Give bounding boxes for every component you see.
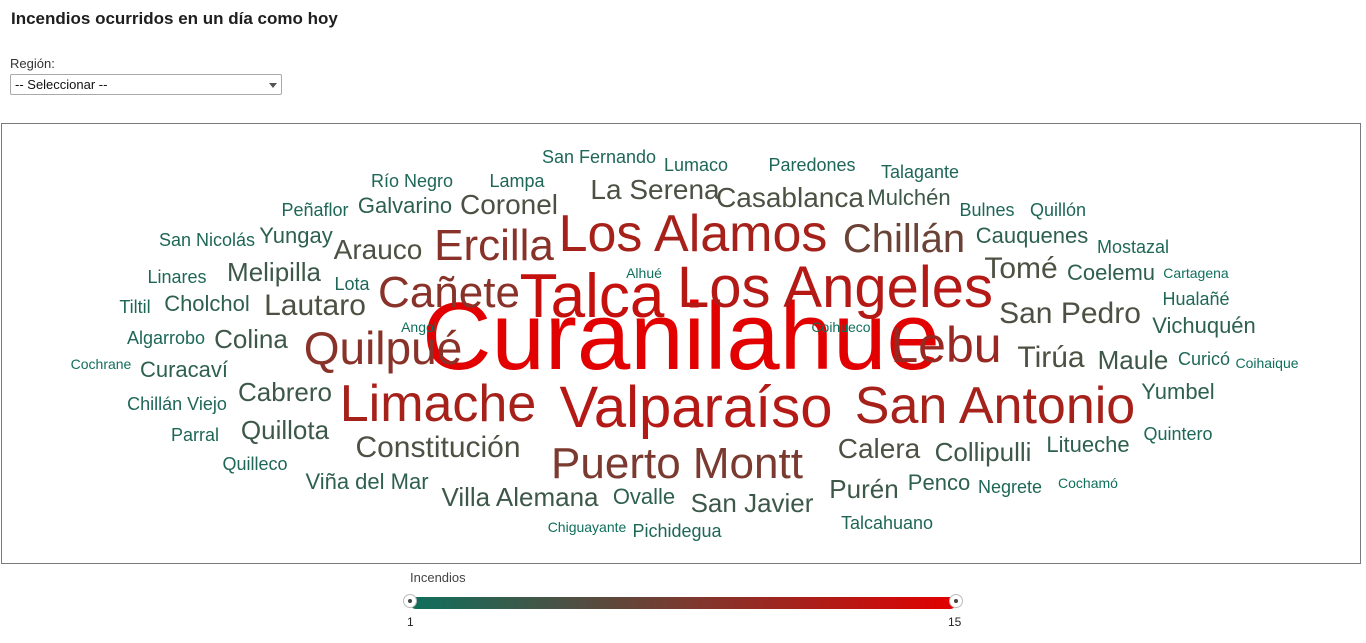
word-melipilla[interactable]: Melipilla <box>227 257 321 287</box>
word-lota[interactable]: Lota <box>334 274 370 294</box>
region-select-value: -- Seleccionar -- <box>15 77 108 92</box>
word-san-antonio[interactable]: San Antonio <box>855 377 1135 435</box>
word-limache[interactable]: Limache <box>340 375 537 433</box>
word-hualañé[interactable]: Hualañé <box>1162 289 1229 309</box>
word-penco[interactable]: Penco <box>908 470 970 495</box>
word-los-angeles[interactable]: Los Angeles <box>677 255 993 320</box>
word-la-serena[interactable]: La Serena <box>590 174 720 205</box>
word-maule[interactable]: Maule <box>1098 345 1169 375</box>
word-collipulli[interactable]: Collipulli <box>935 437 1032 467</box>
word-cartagena[interactable]: Cartagena <box>1163 265 1229 281</box>
region-select[interactable]: -- Seleccionar -- <box>10 74 282 95</box>
word-curicó[interactable]: Curicó <box>1178 349 1230 369</box>
word-río-negro[interactable]: Río Negro <box>371 171 453 191</box>
word-paredones[interactable]: Paredones <box>768 155 855 175</box>
word-cañete[interactable]: Cañete <box>378 268 520 317</box>
word-coihaique[interactable]: Coihaique <box>1235 355 1298 371</box>
word-coihueco[interactable]: Coihueco <box>811 319 870 335</box>
word-lumaco[interactable]: Lumaco <box>664 155 728 175</box>
word-san-javier[interactable]: San Javier <box>691 488 814 518</box>
word-linares[interactable]: Linares <box>147 267 206 287</box>
word-constitución[interactable]: Constitución <box>355 431 520 464</box>
word-cauquenes[interactable]: Cauquenes <box>976 223 1089 248</box>
word-chiguayante[interactable]: Chiguayante <box>548 519 627 535</box>
word-lebu[interactable]: Lebu <box>890 317 1001 373</box>
legend-min-label: 1 <box>407 615 414 629</box>
legend-max-handle[interactable] <box>949 594 963 608</box>
word-coronel[interactable]: Coronel <box>460 189 558 220</box>
word-galvarino[interactable]: Galvarino <box>358 193 452 218</box>
word-bulnes[interactable]: Bulnes <box>959 200 1014 220</box>
word-ovalle[interactable]: Ovalle <box>613 484 675 509</box>
word-calera[interactable]: Calera <box>838 433 921 464</box>
word-cochrane[interactable]: Cochrane <box>71 356 132 372</box>
word-talcahuano[interactable]: Talcahuano <box>841 513 933 533</box>
word-quilleco[interactable]: Quilleco <box>222 454 287 474</box>
legend-max-label: 15 <box>948 615 962 629</box>
word-parral[interactable]: Parral <box>171 425 219 445</box>
word-curanilahue[interactable]: Curanilahue <box>422 283 940 390</box>
word-cochamó[interactable]: Cochamó <box>1058 475 1118 491</box>
word-negrete[interactable]: Negrete <box>978 477 1042 497</box>
word-cholchol[interactable]: Cholchol <box>164 291 250 316</box>
word-villa-alemana[interactable]: Villa Alemana <box>441 482 599 512</box>
word-lampa[interactable]: Lampa <box>489 171 545 191</box>
word-talca[interactable]: Talca <box>520 262 665 331</box>
word-tiltil[interactable]: Tiltil <box>119 297 150 317</box>
word-los-alamos[interactable]: Los Alamos <box>559 205 828 263</box>
word-san-pedro[interactable]: San Pedro <box>999 297 1141 330</box>
word-mulchén[interactable]: Mulchén <box>867 185 950 210</box>
word-litueche[interactable]: Litueche <box>1046 432 1129 457</box>
word-curacaví[interactable]: Curacaví <box>140 357 228 382</box>
word-viña-del-mar[interactable]: Viña del Mar <box>305 469 428 494</box>
word-quintero[interactable]: Quintero <box>1143 424 1212 444</box>
word-puerto-montt[interactable]: Puerto Montt <box>551 439 803 488</box>
word-cabrero[interactable]: Cabrero <box>238 377 332 407</box>
word-arauco[interactable]: Arauco <box>334 234 423 265</box>
word-tirúa[interactable]: Tirúa <box>1017 341 1085 374</box>
word-san-fernando[interactable]: San Fernando <box>542 147 656 167</box>
word-yungay[interactable]: Yungay <box>259 223 332 248</box>
word-angol[interactable]: Angol <box>401 319 437 335</box>
word-ercilla[interactable]: Ercilla <box>434 221 554 270</box>
word-peñaflor[interactable]: Peñaflor <box>281 200 348 220</box>
word-san-nicolás[interactable]: San Nicolás <box>159 230 255 250</box>
word-pichidegua[interactable]: Pichidegua <box>632 521 722 541</box>
word-chillán[interactable]: Chillán <box>843 217 965 261</box>
word-algarrobo[interactable]: Algarrobo <box>127 328 205 348</box>
word-talagante[interactable]: Talagante <box>881 162 959 182</box>
page-title: Incendios ocurridos en un día como hoy <box>11 9 338 28</box>
word-lautaro[interactable]: Lautaro <box>264 289 366 322</box>
word-yumbel[interactable]: Yumbel <box>1141 379 1214 404</box>
word-colina[interactable]: Colina <box>214 324 288 354</box>
word-quillota[interactable]: Quillota <box>241 415 330 445</box>
word-valparaíso[interactable]: Valparaíso <box>560 375 833 440</box>
word-mostazal[interactable]: Mostazal <box>1097 237 1169 257</box>
chevron-down-icon[interactable] <box>269 83 277 88</box>
word-quillón[interactable]: Quillón <box>1030 200 1086 220</box>
word-vichuquén[interactable]: Vichuquén <box>1152 313 1256 338</box>
region-filter-label: Región: <box>10 56 55 71</box>
word-chillán-viejo[interactable]: Chillán Viejo <box>127 394 227 414</box>
legend-color-scale <box>410 597 956 609</box>
word-alhué[interactable]: Alhué <box>626 265 662 281</box>
word-casablanca[interactable]: Casablanca <box>716 182 864 213</box>
word-purén[interactable]: Purén <box>829 474 898 504</box>
word-coelemu[interactable]: Coelemu <box>1067 260 1155 285</box>
legend-title: Incendios <box>410 570 466 585</box>
word-quilpué[interactable]: Quilpué <box>304 322 463 374</box>
word-cloud-panel: Curanilahue Talca Los Angeles Valparaíso San… <box>1 123 1361 564</box>
legend-min-handle[interactable] <box>403 594 417 608</box>
word-tomé[interactable]: Tomé <box>984 252 1057 285</box>
